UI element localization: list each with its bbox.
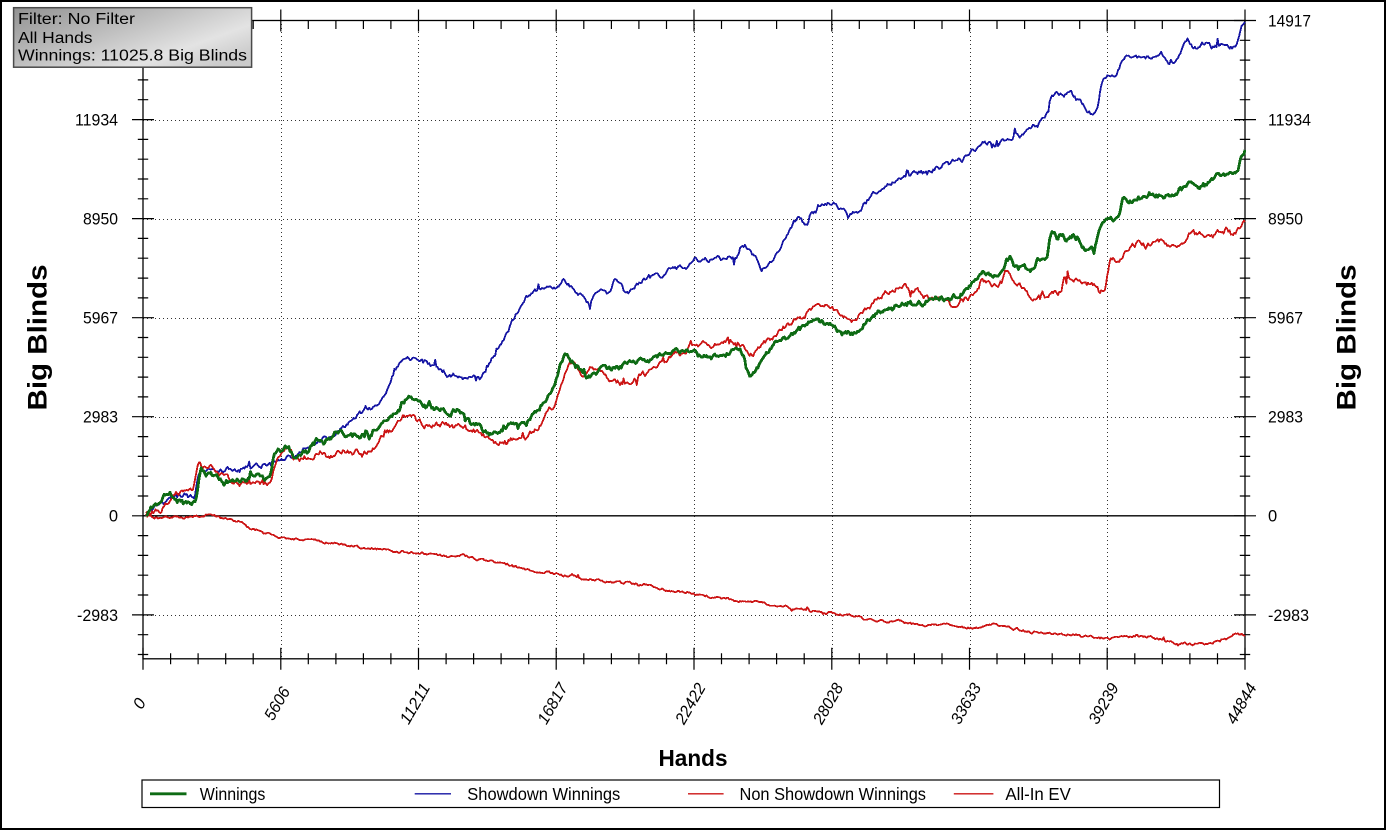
svg-text:2983: 2983: [83, 409, 118, 427]
svg-text:8950: 8950: [83, 211, 118, 229]
svg-text:11934: 11934: [1268, 112, 1311, 130]
svg-text:Hands: Hands: [659, 745, 728, 771]
svg-text:All-In EV: All-In EV: [1005, 784, 1071, 804]
svg-text:Showdown Winnings: Showdown Winnings: [467, 784, 620, 804]
svg-text:Big Blinds: Big Blinds: [1332, 265, 1362, 411]
svg-text:14917: 14917: [1268, 12, 1311, 30]
svg-text:Winnings: Winnings: [200, 784, 266, 804]
svg-text:0: 0: [1268, 508, 1277, 526]
svg-text:0: 0: [109, 508, 118, 526]
svg-text:5967: 5967: [1268, 310, 1303, 328]
svg-text:2983: 2983: [1268, 409, 1303, 427]
svg-text:Winnings: 11025.8 Big Blinds: Winnings: 11025.8 Big Blinds: [18, 48, 247, 65]
svg-text:-2983: -2983: [1268, 607, 1309, 625]
svg-text:Non Showdown Winnings: Non Showdown Winnings: [740, 784, 927, 804]
svg-text:Filter: No Filter: Filter: No Filter: [18, 11, 135, 28]
svg-text:5967: 5967: [83, 310, 118, 328]
svg-text:-2983: -2983: [77, 607, 118, 625]
svg-text:8950: 8950: [1268, 211, 1303, 229]
svg-text:All Hands: All Hands: [18, 30, 93, 47]
svg-text:11934: 11934: [75, 112, 118, 130]
svg-text:Big Blinds: Big Blinds: [23, 265, 53, 411]
